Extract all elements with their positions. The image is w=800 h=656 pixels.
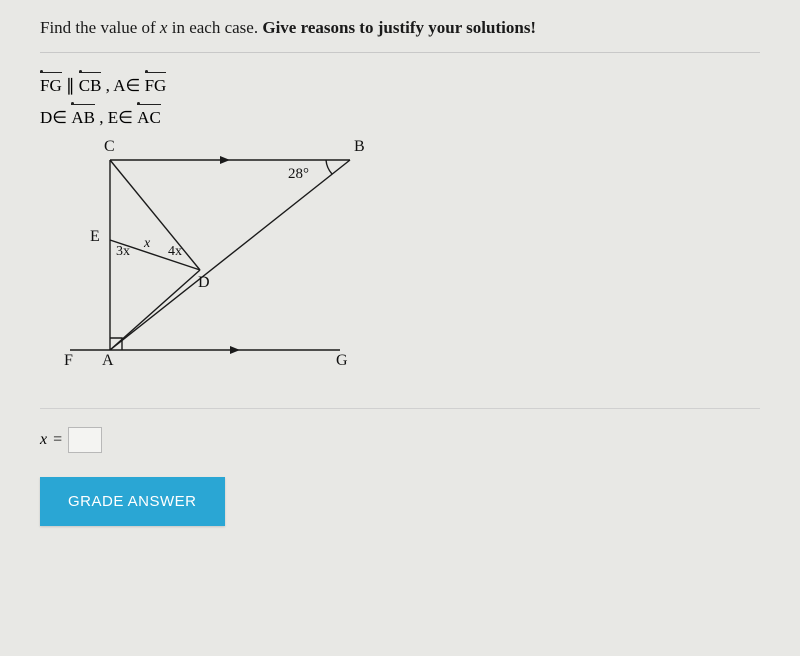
angle-4x: 4x xyxy=(168,244,182,260)
angle-3x: 3x xyxy=(116,244,130,260)
pt-e: E xyxy=(108,108,118,127)
label-e: E xyxy=(90,228,100,246)
pt-d: D xyxy=(40,108,52,127)
divider-top xyxy=(40,52,760,53)
label-c: C xyxy=(104,138,115,156)
answer-var: x xyxy=(40,431,47,449)
in-1: ∈ xyxy=(126,76,145,95)
in-2: ∈ xyxy=(52,108,71,127)
divider-bottom xyxy=(40,408,760,409)
answer-row: x = xyxy=(40,427,760,453)
question-mid: in each case. xyxy=(167,18,262,37)
question-bold: Give reasons to justify your solutions! xyxy=(262,18,536,37)
label-g: G xyxy=(336,352,348,370)
question-text: Find the value of x in each case. Give r… xyxy=(40,18,760,38)
geometry-figure: C B E D F A G 28° 3x x 4x xyxy=(40,140,400,390)
pt-a: A xyxy=(113,76,125,95)
given-line-2: D∈ AB , E∈ AC xyxy=(40,105,760,131)
in-3: ∈ xyxy=(118,108,137,127)
sep-2: , xyxy=(95,108,108,127)
seg-fg-2: FG xyxy=(145,73,167,99)
seg-ab: AB xyxy=(71,105,95,131)
label-a: A xyxy=(102,352,114,370)
sep-1: , xyxy=(101,76,113,95)
answer-input[interactable] xyxy=(68,427,102,453)
angle-x: x xyxy=(144,236,150,252)
seg-cb: CB xyxy=(79,73,102,99)
given-line-1: FG ∥ CB , A∈ FG xyxy=(40,73,760,99)
label-f: F xyxy=(64,352,73,370)
seg-ac: AC xyxy=(137,105,161,131)
grade-answer-button[interactable]: GRADE ANSWER xyxy=(40,477,225,526)
angle-28: 28° xyxy=(288,166,309,183)
parallel-symbol: ∥ xyxy=(62,76,79,95)
label-d: D xyxy=(198,274,210,292)
seg-fg: FG xyxy=(40,73,62,99)
label-b: B xyxy=(354,138,365,156)
question-prefix: Find the value of xyxy=(40,18,160,37)
answer-eq: = xyxy=(53,431,62,449)
